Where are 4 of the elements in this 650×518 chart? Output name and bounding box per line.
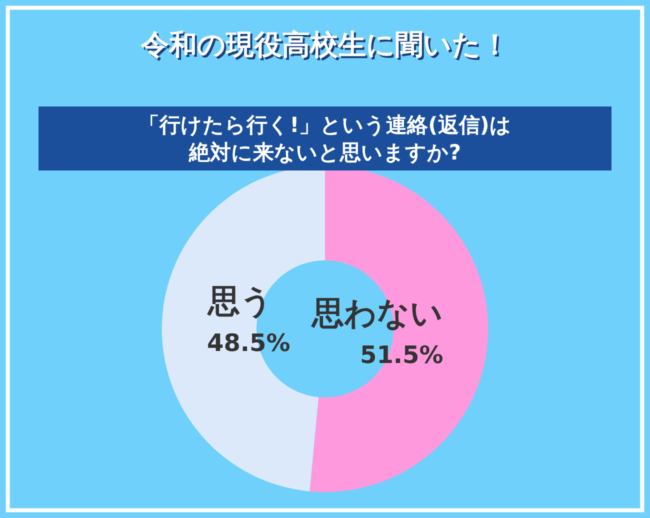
data-label: 48.5% (207, 329, 290, 357)
slice-label: 思う (207, 282, 273, 320)
chart-subtitle: 「行けたら行く!」という連絡(返信)は絶対に来ないと思いますか? (138, 113, 512, 164)
chart-title: 令和の現役高校生に聞いた！ (140, 28, 509, 61)
